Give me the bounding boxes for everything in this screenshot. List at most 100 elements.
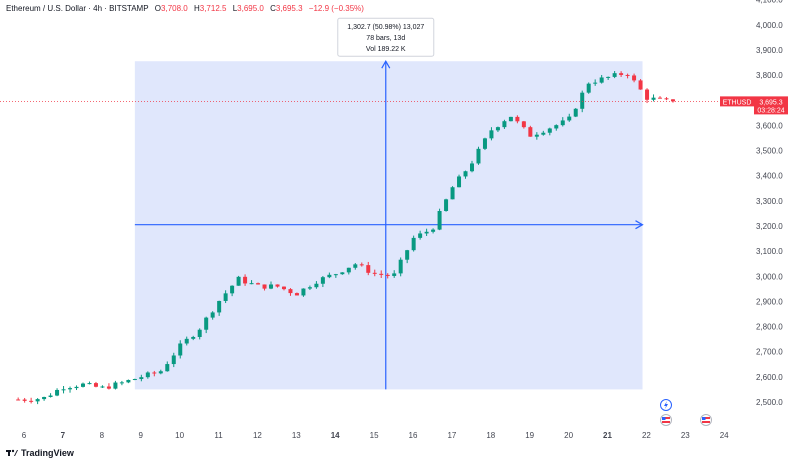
candle-body [171,355,176,365]
candle-body [230,285,235,294]
measure-label-line: 78 bars, 13d [366,35,405,42]
candle-body [178,343,183,356]
y-tick-label: 4,100.0 [756,0,783,5]
candle-body [48,395,53,397]
measure-label-line: 1,302.7 (50.98%) 13,027 [347,24,424,31]
x-tick-label: 18 [486,431,495,440]
y-tick-label: 3,400.0 [756,172,783,181]
flag-stripe-white [662,419,670,421]
price-tag-value: 3,695.3 [759,99,782,106]
candle-body [469,163,474,172]
measure-range-box[interactable] [134,61,643,390]
candle-body [560,120,565,126]
candle-body [100,386,105,388]
flag-canton [662,417,666,420]
x-tick-label: 20 [564,431,573,440]
candle-body [508,116,513,122]
candle-body [314,283,319,288]
candle-body [580,92,585,109]
candle-body [204,317,209,330]
candle-body [139,377,144,380]
open-label: O [154,4,162,13]
close-value: 3,695.3 [275,4,303,13]
candle-body [275,284,280,287]
measure-label-box [337,17,435,57]
candle-body [359,264,364,266]
x-tick-label: 21 [603,431,612,440]
open-value: 3,708.0 [161,4,188,13]
x-tick-label: 11 [214,431,223,440]
candle-body [658,97,663,99]
x-tick-label: 14 [331,431,340,440]
x-tick-label: 15 [370,431,379,440]
candle-body [184,338,189,344]
candle-body [93,383,98,387]
flag-canton [702,417,706,420]
candle-body [68,388,73,390]
candle-body [340,272,345,275]
candle-body [463,171,468,177]
y-tick-label: 3,000.0 [756,272,783,281]
candle-body [398,259,403,274]
tradingview-logo[interactable]: TradingView [6,448,74,458]
candle-body [593,82,598,84]
candle-body [541,132,546,135]
high-value: 3,712.5 [199,4,227,13]
candle-body [256,283,261,285]
y-tick-label: 3,300.0 [756,197,783,206]
flag-stripe-white [702,419,710,421]
ohlc-readout: O3,708.0 H3,712.5 L3,695.0 C3,695.3 −12.… [155,4,368,13]
price-tag-countdown: 03:28:24 [757,107,784,114]
candle-body [482,138,487,149]
candle-body [392,273,397,276]
candle-body [29,400,34,402]
x-tick-label: 12 [253,431,262,440]
arrow-up-icon [381,60,391,69]
candle-body [87,383,92,385]
candle-body [55,389,60,396]
candle-body [294,293,299,296]
candle-body [35,399,40,402]
candle-body [269,284,274,289]
y-tick-label: 2,600.0 [756,373,783,382]
candle-body [619,73,624,75]
change-value: −12.9 (−0.35%) [308,4,364,13]
candle-body [191,336,196,339]
candle-body [612,73,617,77]
candle-body [353,264,358,268]
y-tick-label: 2,800.0 [756,323,783,332]
candle-body [243,276,248,284]
measure-label-line: Vol 189.22 K [366,46,406,53]
x-tick-label: 7 [61,431,66,440]
symbol-tag-label: ETHUSD [723,99,752,106]
candle-body [236,276,241,286]
symbol-header: Ethereum / U.S. Dollar · 4h · BITSTAMP O… [6,4,368,13]
x-tick-label: 24 [720,431,729,440]
candle-body [126,379,131,383]
y-tick-label: 3,900.0 [756,46,783,55]
candle-body [418,233,423,238]
candle-body [521,121,526,128]
candle-body [489,130,494,139]
candle-body [327,274,332,278]
x-tick-label: 10 [175,431,184,440]
candle-body [106,386,111,389]
candle-body [547,128,552,133]
candle-body [132,379,137,381]
candle-body [346,267,351,273]
candle-body [301,288,306,296]
x-tick-label: 16 [409,431,418,440]
high-label: H [193,4,200,13]
candle-body [502,121,507,128]
candle-body [249,283,254,285]
candle-body [307,287,312,289]
candle-body [534,134,539,137]
candle-body [262,284,267,289]
candle-body [145,372,150,378]
y-tick-label: 3,800.0 [756,71,783,80]
x-tick-label: 8 [100,431,105,440]
candle-body [74,386,79,389]
candle-body [158,371,163,374]
candle-body [554,125,559,129]
